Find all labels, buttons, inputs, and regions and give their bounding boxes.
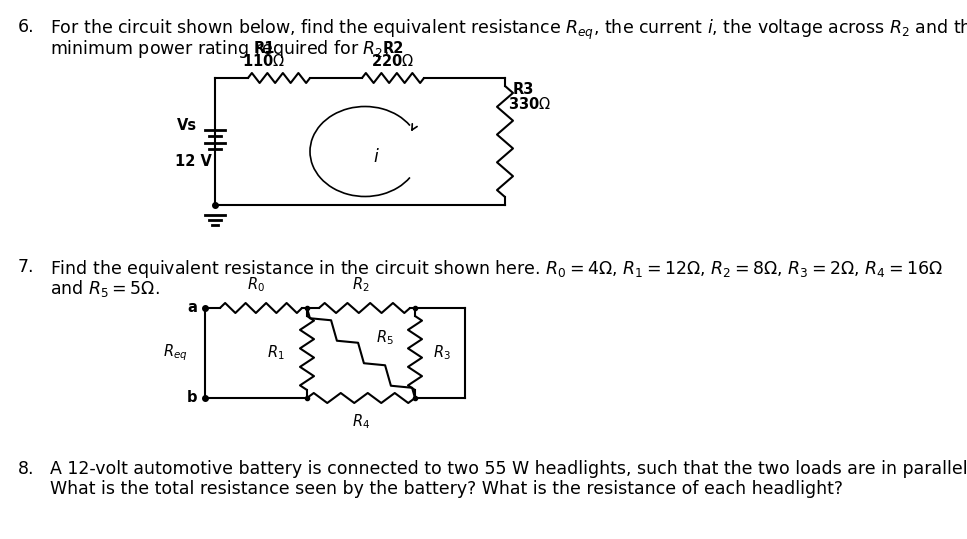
Text: R2: R2 (382, 41, 403, 56)
Text: $R_3$: $R_3$ (433, 344, 451, 362)
Text: $R_{eq}$: $R_{eq}$ (163, 343, 188, 363)
Text: Find the equivalent resistance in the circuit shown here. $R_0 = 4\Omega$, $R_1 : Find the equivalent resistance in the ci… (50, 258, 943, 280)
Text: $R_1$: $R_1$ (267, 344, 285, 362)
Text: 7.: 7. (18, 258, 35, 276)
Text: What is the total resistance seen by the battery? What is the resistance of each: What is the total resistance seen by the… (50, 480, 843, 498)
Text: minimum power rating required for $R_2$.: minimum power rating required for $R_2$. (50, 38, 389, 60)
Text: $i$: $i$ (373, 148, 380, 165)
Text: R1: R1 (253, 41, 275, 56)
Text: 6.: 6. (18, 18, 35, 36)
Text: A 12-volt automotive battery is connected to two 55 W headlights, such that the : A 12-volt automotive battery is connecte… (50, 460, 967, 478)
Text: $R_2$: $R_2$ (352, 275, 369, 294)
Text: 330$\Omega$: 330$\Omega$ (508, 96, 551, 112)
Text: and $R_5 = 5\Omega$.: and $R_5 = 5\Omega$. (50, 278, 160, 299)
Text: b: b (187, 390, 197, 405)
Text: For the circuit shown below, find the equivalent resistance $R_{eq}$, the curren: For the circuit shown below, find the eq… (50, 18, 967, 42)
Text: $R_5$: $R_5$ (376, 329, 394, 347)
Text: $R_0$: $R_0$ (247, 275, 265, 294)
Text: 8.: 8. (18, 460, 35, 478)
Text: Vs: Vs (177, 118, 197, 133)
Text: a: a (187, 301, 197, 315)
Text: 220$\Omega$: 220$\Omega$ (371, 53, 415, 69)
Text: 12 V: 12 V (175, 154, 212, 169)
Text: 110$\Omega$: 110$\Omega$ (243, 53, 285, 69)
Text: R3: R3 (513, 82, 535, 98)
Text: $R_4$: $R_4$ (352, 412, 370, 431)
